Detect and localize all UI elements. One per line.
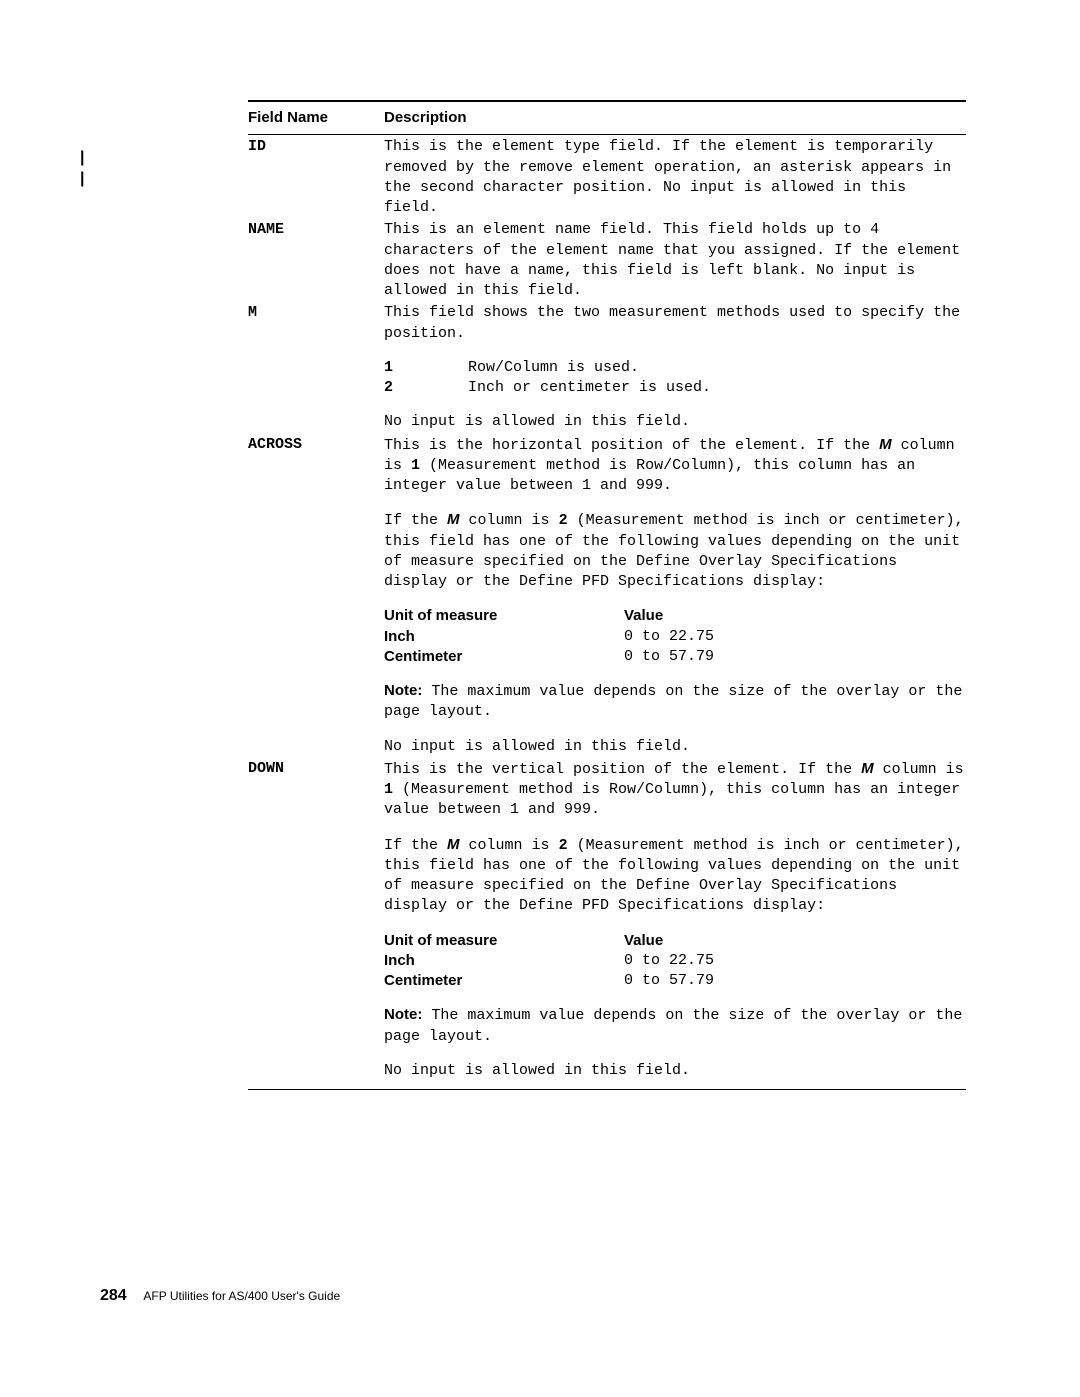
uom-header-row: Unit of measure Value: [384, 931, 966, 951]
option-list: 1 Row/Column is used. 2 Inch or centimet…: [384, 344, 966, 399]
text-span: (Measurement method is Row/Column), this…: [384, 781, 960, 818]
table-row: ACROSS This is the horizontal position o…: [248, 433, 966, 757]
table-row: ID This is the element type field. If th…: [248, 135, 966, 218]
desc-text: If the M column is 2 (Measurement method…: [384, 821, 966, 917]
uom-value: 0 to 57.79: [624, 971, 966, 991]
no-input-text: No input is allowed in this field.: [384, 398, 966, 432]
col-header-field-name: Field Name: [248, 108, 384, 128]
text-span: column is: [874, 761, 964, 778]
uom-label: Inch: [384, 627, 624, 647]
uom-header: Unit of measure: [384, 931, 624, 951]
text-span: This is the horizontal position of the e…: [384, 437, 870, 454]
field-name: M: [248, 303, 384, 432]
bold-span: 2: [559, 837, 568, 854]
uom-value: 0 to 57.79: [624, 647, 966, 667]
value-header: Value: [624, 931, 966, 951]
field-name: DOWN: [248, 759, 384, 1081]
uom-value: 0 to 22.75: [624, 951, 966, 971]
bold-span: 1: [411, 457, 420, 474]
bold-span: 2: [559, 512, 568, 529]
bold-span: 1: [384, 781, 393, 798]
desc-text: This is the horizontal position of the e…: [384, 435, 966, 497]
uom-row: Centimeter 0 to 57.79: [384, 971, 966, 991]
no-input-text: No input is allowed in this field.: [384, 1047, 966, 1081]
desc-text: This is the vertical position of the ele…: [384, 759, 966, 821]
field-desc: This is the horizontal position of the e…: [384, 435, 966, 757]
uom-row: Centimeter 0 to 57.79: [384, 647, 966, 667]
option-num: 1: [384, 358, 468, 378]
field-desc: This is an element name field. This fiel…: [384, 220, 966, 301]
uom-label: Centimeter: [384, 971, 624, 991]
page-footer: 284 AFP Utilities for AS/400 User's Guid…: [100, 1285, 340, 1307]
uom-label: Inch: [384, 951, 624, 971]
table-row: DOWN This is the vertical position of th…: [248, 757, 966, 1090]
option-text: Row/Column is used.: [468, 358, 966, 378]
note-lead: Note:: [384, 1006, 422, 1023]
uom-header-row: Unit of measure Value: [384, 606, 966, 626]
list-item: 1 Row/Column is used.: [384, 358, 966, 378]
ref-span: M: [861, 760, 874, 777]
uom-table: Unit of measure Value Inch 0 to 22.75 Ce…: [384, 592, 966, 667]
text-span: This is the vertical position of the ele…: [384, 761, 852, 778]
field-desc: This field shows the two measurement met…: [384, 303, 966, 432]
field-name: ACROSS: [248, 435, 384, 757]
text-span: column is: [460, 837, 550, 854]
col-header-description: Description: [384, 108, 966, 128]
field-desc: This is the vertical position of the ele…: [384, 759, 966, 1081]
field-name: NAME: [248, 220, 384, 301]
table-row: NAME This is an element name field. This…: [248, 218, 966, 301]
ref-span: M: [447, 836, 460, 853]
field-name: ID: [248, 137, 384, 218]
ref-span: M: [879, 436, 892, 453]
table-header-row: Field Name Description: [248, 100, 966, 135]
field-table: Field Name Description ID This is the el…: [248, 100, 966, 1090]
footer-title: AFP Utilities for AS/400 User's Guide: [143, 1289, 340, 1303]
note-body: The maximum value depends on the size of…: [384, 1007, 962, 1044]
no-input-text: No input is allowed in this field.: [384, 723, 966, 757]
desc-text: This field shows the two measurement met…: [384, 303, 966, 344]
table-row: M This field shows the two measurement m…: [248, 301, 966, 432]
text-span: If the: [384, 512, 438, 529]
change-bars: ||: [80, 148, 84, 190]
ref-span: M: [447, 511, 460, 528]
option-num: 2: [384, 378, 468, 398]
uom-row: Inch 0 to 22.75: [384, 627, 966, 647]
option-text: Inch or centimeter is used.: [468, 378, 966, 398]
list-item: 2 Inch or centimeter is used.: [384, 378, 966, 398]
desc-text: If the M column is 2 (Measurement method…: [384, 496, 966, 592]
value-header: Value: [624, 606, 966, 626]
uom-label: Centimeter: [384, 647, 624, 667]
page-number: 284: [100, 1287, 127, 1304]
field-desc: This is the element type field. If the e…: [384, 137, 966, 218]
uom-table: Unit of measure Value Inch 0 to 22.75 Ce…: [384, 917, 966, 992]
text-span: If the: [384, 837, 438, 854]
note-text: Note: The maximum value depends on the s…: [384, 991, 966, 1047]
note-lead: Note:: [384, 682, 422, 699]
uom-row: Inch 0 to 22.75: [384, 951, 966, 971]
note-body: The maximum value depends on the size of…: [384, 683, 962, 720]
note-text: Note: The maximum value depends on the s…: [384, 667, 966, 723]
text-span: (Measurement method is Row/Column), this…: [384, 457, 915, 494]
text-span: column is: [460, 512, 550, 529]
uom-header: Unit of measure: [384, 606, 624, 626]
uom-value: 0 to 22.75: [624, 627, 966, 647]
